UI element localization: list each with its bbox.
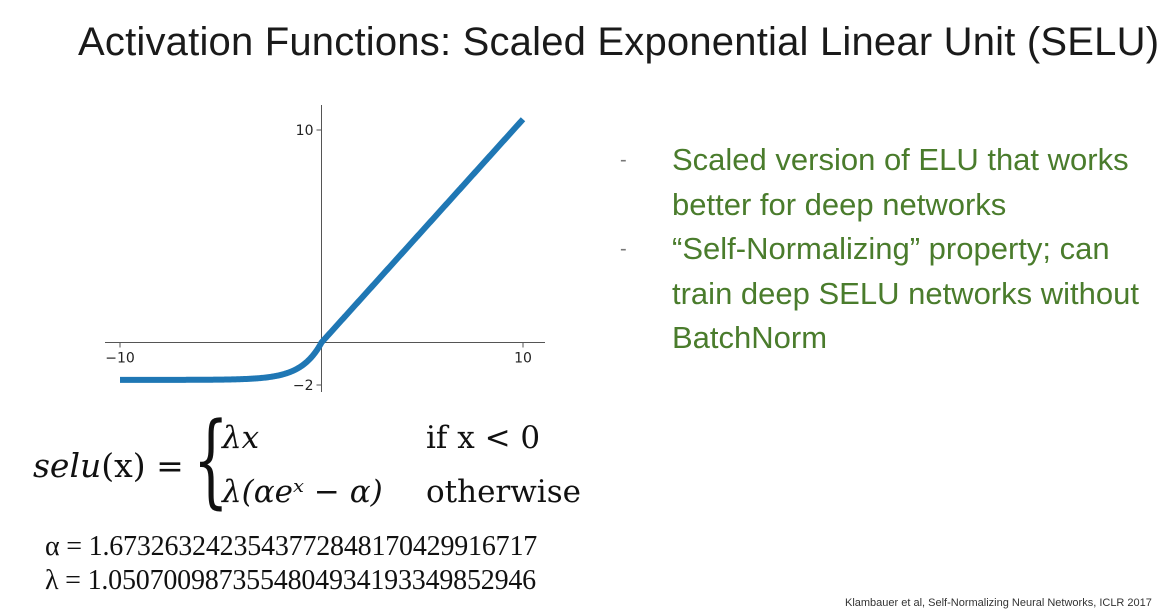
bullet-text: Scaled version of ELU that works better … xyxy=(672,142,1129,222)
bullet-marker: - xyxy=(620,238,627,260)
selu-formula: selu(x) = { λx if x < 0 λ(αeˣ − α) other… xyxy=(33,410,593,525)
bullet-item-1: - Scaled version of ELU that works bette… xyxy=(620,138,1170,227)
lambda-constant: λ = 1.0507009873554804934193349852946 xyxy=(45,565,536,596)
formula-case-2-expression: λ(αeˣ − α) xyxy=(222,474,383,510)
formula-case-1-expression: λx xyxy=(222,420,260,456)
selu-plot: −10 10 −2 10 xyxy=(105,105,545,394)
formula-lhs: selu(x) = xyxy=(33,446,184,485)
slide-title: Activation Functions: Scaled Exponential… xyxy=(78,20,1160,64)
x-tick-label: −10 xyxy=(105,351,135,367)
formula-argument: (x) = xyxy=(101,446,184,485)
formula-brace: { xyxy=(193,401,229,520)
citation: Klambauer et al, Self-Normalizing Neural… xyxy=(845,597,1152,609)
bullet-marker: - xyxy=(620,149,627,171)
y-tick-label: −2 xyxy=(293,378,314,394)
selu-curve xyxy=(118,117,526,383)
formula-case-2-condition: otherwise xyxy=(426,474,581,510)
x-tick-label: 10 xyxy=(514,351,532,367)
bullet-item-2: - “Self-Normalizing” property; can train… xyxy=(620,227,1170,361)
bullet-text: “Self-Normalizing” property; can train d… xyxy=(672,231,1139,355)
y-tick-label: 10 xyxy=(296,123,314,139)
formula-function-name: selu xyxy=(33,446,102,485)
alpha-constant: α = 1.6732632423543772848170429916717 xyxy=(45,531,538,562)
formula-case-1-condition: if x < 0 xyxy=(426,420,541,456)
bullet-list: - Scaled version of ELU that works bette… xyxy=(620,138,1170,361)
